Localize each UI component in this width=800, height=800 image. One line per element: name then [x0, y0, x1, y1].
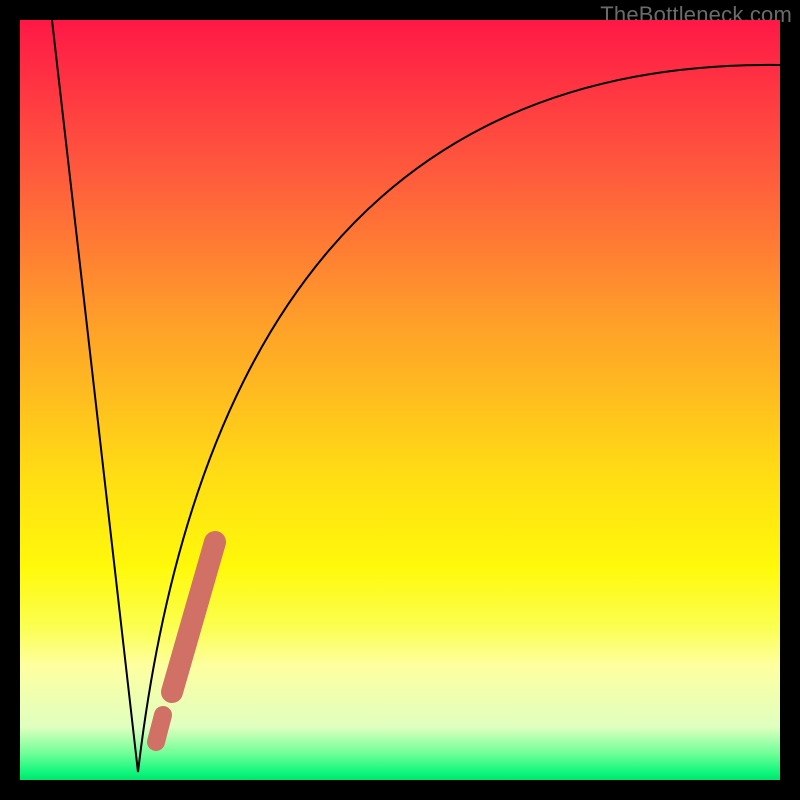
chart-outer-frame: TheBottleneck.com	[0, 0, 800, 800]
highlight-segment	[156, 715, 163, 742]
plot-area	[20, 20, 780, 780]
gradient-background	[20, 20, 780, 780]
chart-svg	[20, 20, 780, 780]
